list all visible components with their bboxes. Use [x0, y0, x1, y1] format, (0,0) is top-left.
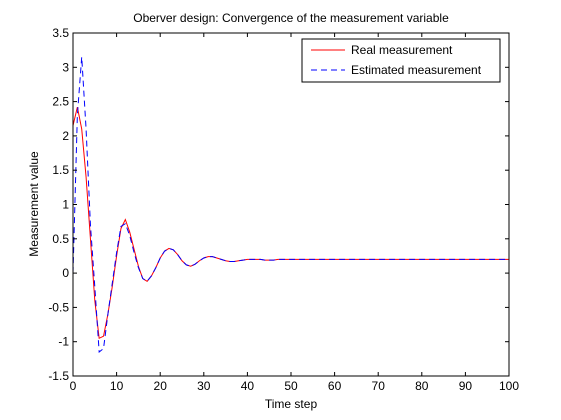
- x-tick-label: 60: [328, 379, 342, 393]
- y-tick-label: -1: [58, 335, 69, 349]
- plot-area: [73, 33, 509, 376]
- x-axis-label: Time step: [265, 397, 318, 411]
- plot-frame: [72, 32, 510, 377]
- y-tick-label: 0.5: [52, 232, 69, 246]
- y-tick-label: -1.5: [48, 369, 69, 383]
- y-tick-label: 2.5: [52, 95, 69, 109]
- y-tick-label: 3.5: [52, 26, 69, 40]
- y-tick-label: 1.5: [52, 163, 69, 177]
- legend-label-estimated: Estimated measurement: [351, 63, 482, 77]
- x-tick-label: 100: [499, 379, 519, 393]
- y-tick-label: 2: [62, 129, 69, 143]
- x-tick-label: 90: [459, 379, 473, 393]
- series-line-estimated-measurement: [72, 56, 509, 353]
- x-tick-label: 10: [110, 379, 124, 393]
- tick-layer: 0 10 20 30 40 50 60 70 80 90 100 -1.5 -1 -0.5 0 0.5 1 1.5…: [48, 26, 519, 393]
- chart-title: Oberver design: Convergence of the measu…: [133, 11, 449, 25]
- legend-box: [301, 38, 501, 83]
- y-tick-label: -0.5: [48, 300, 69, 314]
- x-tick-label: 30: [197, 379, 211, 393]
- x-tick-label: 80: [415, 379, 429, 393]
- y-tick-label: 0: [62, 266, 69, 280]
- x-tick-label: 20: [154, 379, 168, 393]
- y-axis-label: Measurement value: [27, 151, 41, 257]
- x-tick-label: 50: [284, 379, 298, 393]
- x-tick-label: 40: [241, 379, 255, 393]
- y-tick-label: 3: [62, 60, 69, 74]
- x-tick-label: 0: [70, 379, 77, 393]
- legend: Real measurement Estimated measurement: [301, 38, 501, 83]
- x-tick-label: 70: [372, 379, 386, 393]
- series-layer: [72, 56, 509, 353]
- legend-label-real: Real measurement: [351, 43, 453, 57]
- y-tick-label: 1: [62, 198, 69, 212]
